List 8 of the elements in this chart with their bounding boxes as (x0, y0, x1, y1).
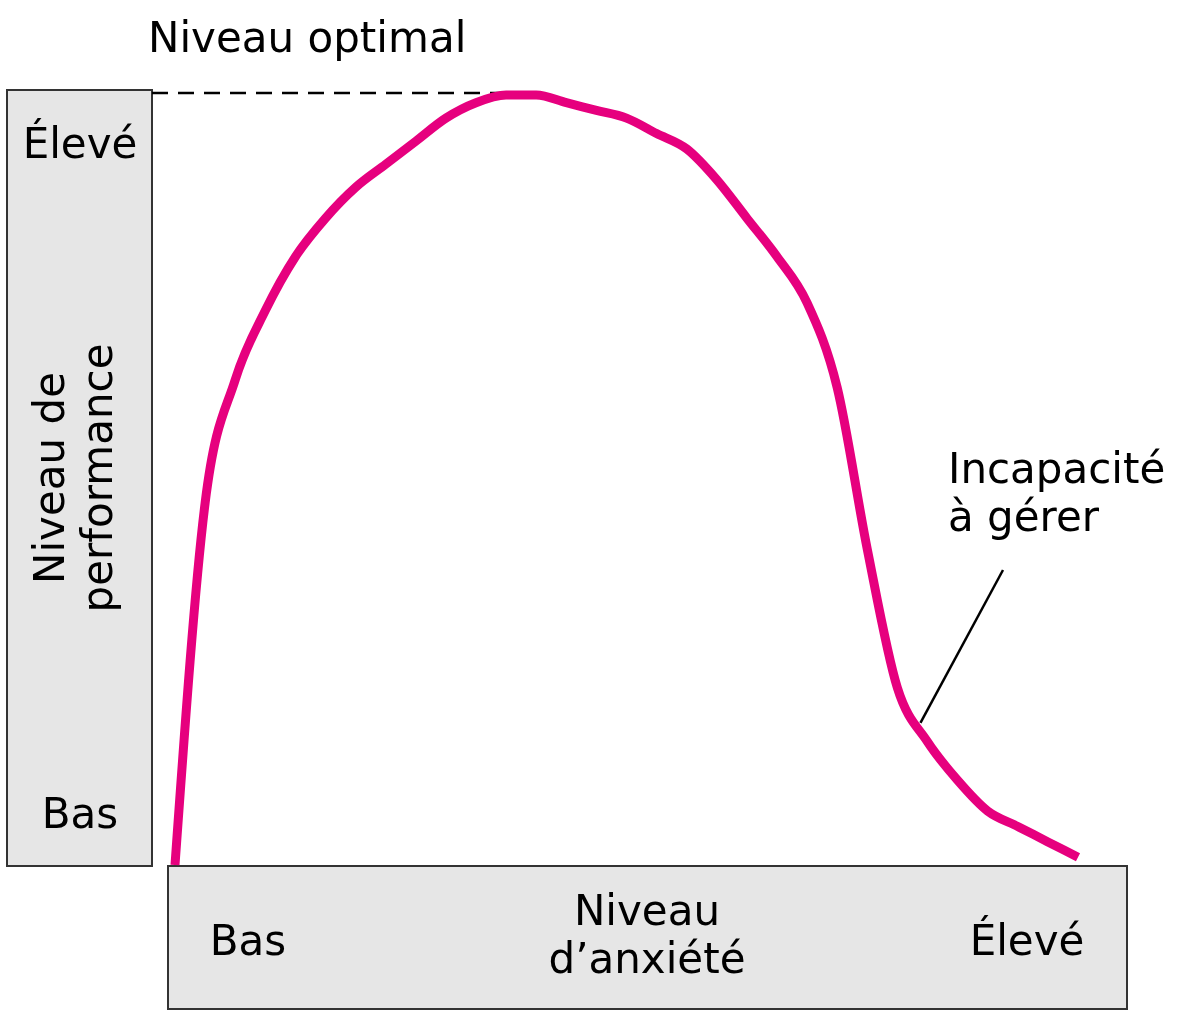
text: Bas (41, 789, 119, 838)
annotation: Incapacité à gérer (948, 444, 1166, 541)
text: Élevé (969, 915, 1085, 965)
text: Bas (209, 916, 287, 965)
ref-line-label: Niveau optimal (148, 13, 467, 62)
text: Élevé (22, 118, 138, 168)
y-axis-title: Niveau de performance (25, 343, 122, 613)
x-axis-title: Niveau d’anxiété (548, 886, 746, 983)
